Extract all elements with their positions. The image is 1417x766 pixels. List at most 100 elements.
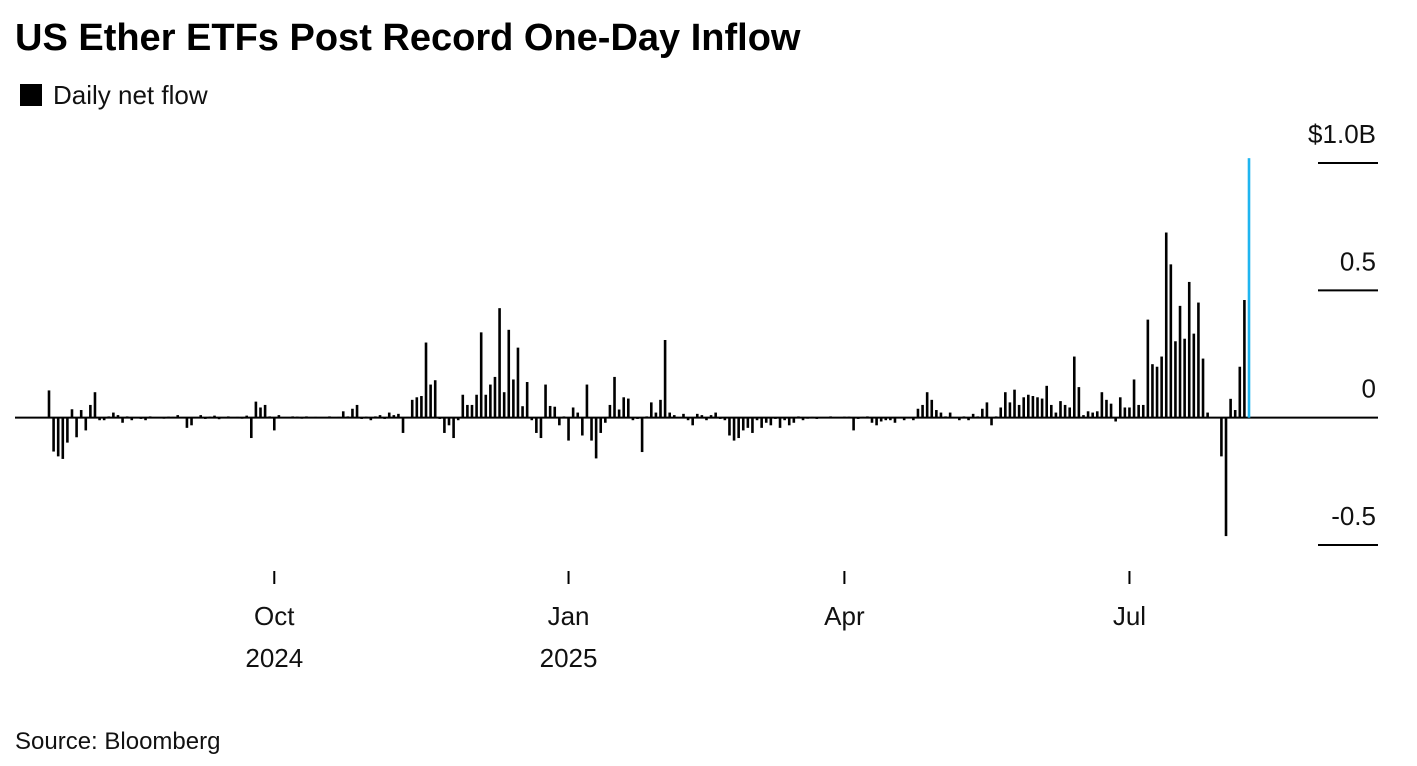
bar <box>1013 389 1016 418</box>
bar <box>783 417 786 421</box>
bar <box>1045 385 1049 418</box>
bar <box>1201 358 1205 418</box>
bar <box>558 417 561 426</box>
bar <box>1183 338 1186 418</box>
bar <box>792 417 796 423</box>
bar <box>135 417 138 419</box>
bar <box>902 417 906 421</box>
bar <box>148 416 152 418</box>
bar <box>594 417 598 459</box>
bar <box>461 394 465 418</box>
bar <box>346 416 350 418</box>
bar <box>231 417 235 419</box>
bar <box>401 417 405 433</box>
bar <box>682 413 685 418</box>
bar <box>1160 356 1163 418</box>
bar <box>47 390 51 418</box>
bar <box>999 407 1003 418</box>
bar <box>158 417 161 419</box>
bar <box>608 404 612 418</box>
bar <box>305 416 308 418</box>
bar <box>355 404 359 418</box>
bar <box>1054 412 1058 418</box>
bar <box>824 417 828 419</box>
bar <box>397 413 400 418</box>
bar <box>833 417 837 419</box>
bar <box>1206 412 1209 418</box>
bar <box>810 416 814 418</box>
bar <box>144 417 147 421</box>
bar <box>709 415 713 418</box>
bar <box>677 417 681 419</box>
bar <box>167 416 170 418</box>
bar <box>282 417 285 419</box>
bar <box>249 417 253 439</box>
bar <box>240 417 244 419</box>
bar <box>1169 264 1173 418</box>
bar <box>337 416 340 418</box>
bar <box>778 417 782 428</box>
bar <box>1220 417 1223 457</box>
bar <box>737 417 740 439</box>
y-tick-label: $1.0B <box>1308 119 1376 149</box>
bar <box>774 417 777 419</box>
bar <box>847 416 851 418</box>
bar <box>599 417 603 433</box>
bar <box>1238 366 1242 418</box>
bar <box>581 417 584 436</box>
bar <box>1192 333 1196 418</box>
bar <box>893 417 897 423</box>
bar <box>1141 404 1145 418</box>
bar <box>286 417 290 419</box>
bar <box>544 384 547 418</box>
bar <box>1197 302 1200 418</box>
bar <box>1155 366 1159 418</box>
bar <box>1132 379 1136 418</box>
bar <box>171 416 175 418</box>
bar <box>1118 397 1122 418</box>
bar <box>1187 281 1191 418</box>
bar <box>447 417 451 426</box>
bar <box>1068 407 1071 418</box>
bar <box>1210 417 1214 418</box>
bar <box>277 415 281 418</box>
bar <box>930 399 934 418</box>
bar <box>1049 404 1053 418</box>
bar <box>424 342 428 418</box>
bar <box>962 416 966 418</box>
bar <box>369 417 373 421</box>
x-tick-label: Jan 2025 <box>539 601 598 673</box>
bar <box>213 415 216 418</box>
bar <box>1017 404 1021 418</box>
bar <box>521 406 524 418</box>
bar <box>332 417 336 419</box>
bar <box>866 416 869 418</box>
bar <box>1031 396 1035 418</box>
bar <box>484 394 488 418</box>
bar <box>838 417 842 418</box>
bar <box>383 417 386 419</box>
bar <box>764 417 768 423</box>
bar <box>1224 417 1228 537</box>
bar <box>921 404 924 418</box>
bar <box>475 394 478 418</box>
bar <box>530 417 534 421</box>
bar <box>939 412 943 418</box>
bar <box>323 417 327 418</box>
bar <box>1146 319 1150 418</box>
bar <box>981 408 984 418</box>
bar <box>994 416 998 418</box>
bar <box>314 416 317 418</box>
bar <box>948 412 952 418</box>
bar <box>236 416 239 418</box>
bar <box>56 417 60 457</box>
bar <box>990 417 993 426</box>
bar <box>769 417 773 426</box>
bar <box>843 416 846 418</box>
bar <box>406 416 409 418</box>
bar <box>121 417 124 423</box>
bar <box>1040 398 1044 418</box>
legend-swatch <box>20 84 42 106</box>
bar <box>870 417 874 423</box>
bar <box>976 416 980 418</box>
